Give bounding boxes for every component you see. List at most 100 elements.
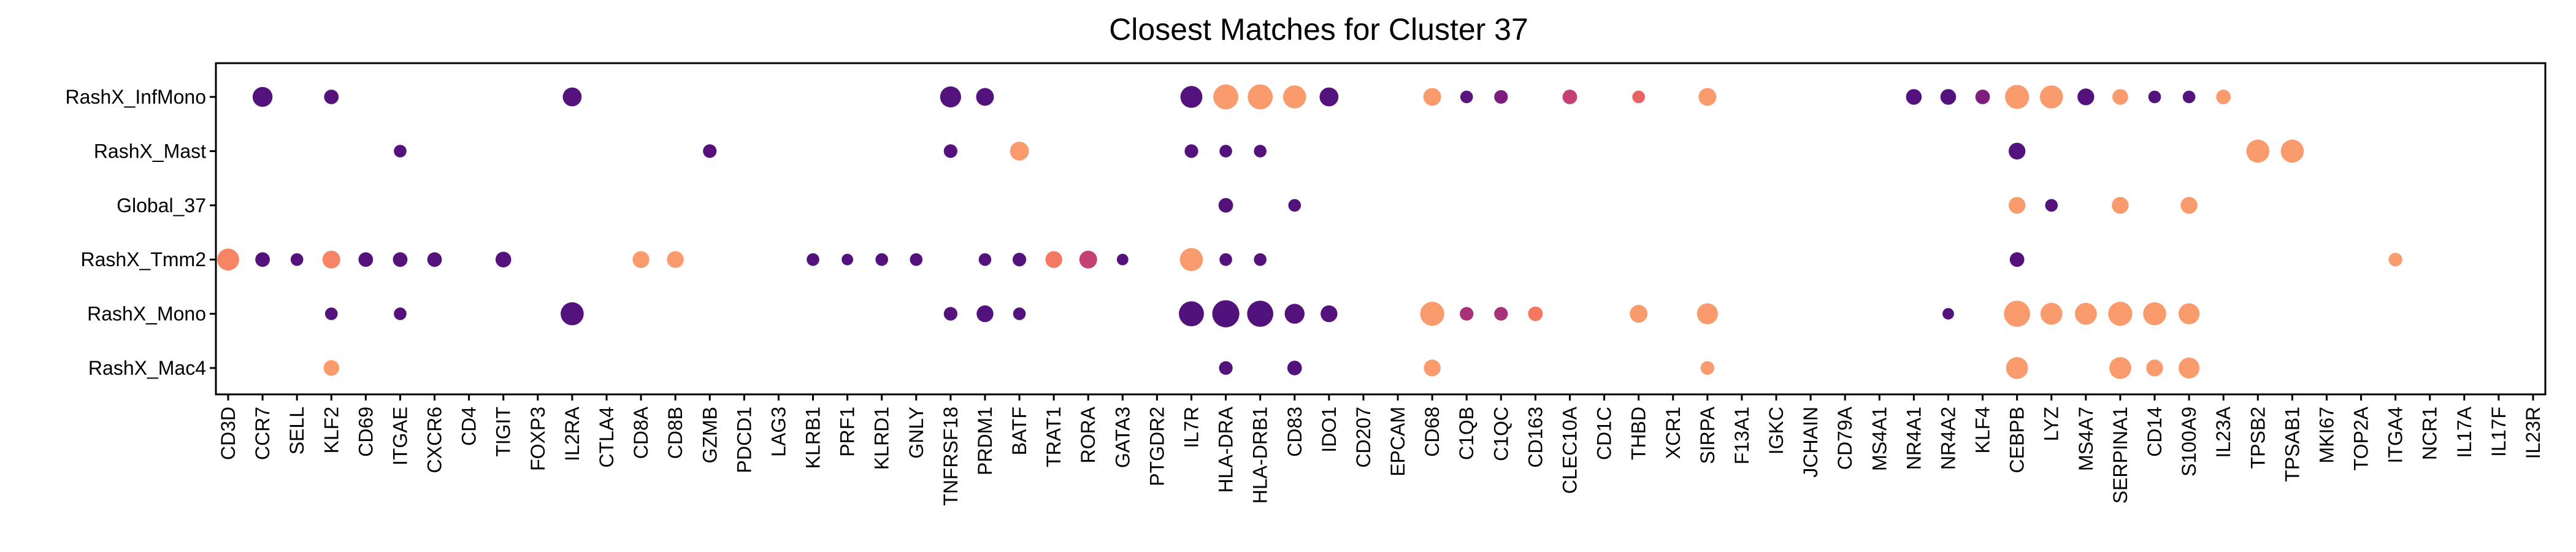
x-tick-label: THBD bbox=[1628, 407, 1650, 460]
x-tick-label: ITGAE bbox=[389, 407, 411, 466]
dot-point bbox=[358, 252, 374, 267]
y-axis: RashX_InfMono RashX_Mast Global_37 RashX_Tm… bbox=[66, 86, 216, 379]
dot-point bbox=[1940, 89, 1957, 105]
dot-point bbox=[324, 307, 338, 320]
dot-point bbox=[1284, 304, 1305, 324]
dot-point bbox=[1248, 84, 1273, 110]
dot-point bbox=[841, 253, 854, 266]
dot-point bbox=[2112, 89, 2128, 105]
dot-point bbox=[2006, 357, 2028, 379]
x-tick-label: CXCR6 bbox=[424, 407, 446, 473]
dot-point bbox=[1045, 251, 1062, 268]
dot-point bbox=[427, 252, 442, 267]
dot-point bbox=[1013, 307, 1026, 320]
dot-point bbox=[1012, 253, 1027, 267]
dot-point bbox=[976, 88, 994, 106]
dot-point bbox=[1282, 85, 1306, 109]
dot-point bbox=[875, 253, 889, 266]
dot-point bbox=[1179, 248, 1203, 272]
x-tick-label: LAG3 bbox=[767, 407, 789, 457]
x-tick-label: CEBPB bbox=[2006, 407, 2028, 473]
x-tick-label: TPSAB1 bbox=[2281, 407, 2303, 482]
dot-point bbox=[2040, 302, 2063, 325]
dot-point bbox=[1079, 250, 1097, 269]
x-tick-label: CCR7 bbox=[251, 407, 274, 460]
x-tick-label: TNFRSF18 bbox=[940, 407, 962, 506]
dot-point bbox=[1700, 361, 1714, 375]
x-tick-label: KLRB1 bbox=[802, 407, 824, 469]
x-tick-label: TPSB2 bbox=[2247, 407, 2269, 469]
dot-point bbox=[2004, 301, 2030, 327]
dot-point bbox=[1319, 87, 1339, 107]
y-tick-label: RashX_Mac4 bbox=[88, 357, 206, 379]
x-tick-label: RORA bbox=[1077, 406, 1099, 463]
plot-area-frame bbox=[215, 62, 2547, 396]
dot-point bbox=[1494, 307, 1508, 321]
dot-point bbox=[1906, 89, 1922, 105]
dot-point bbox=[978, 253, 992, 266]
dot-point bbox=[323, 360, 340, 376]
dot-point bbox=[2388, 253, 2402, 267]
dot-point bbox=[2008, 197, 2026, 214]
x-tick-label: TRAT1 bbox=[1043, 407, 1065, 467]
x-tick-label: XCR1 bbox=[1662, 407, 1684, 459]
dot-point bbox=[394, 307, 407, 320]
y-tick-label: RashX_InfMono bbox=[66, 86, 206, 108]
dot-point bbox=[1630, 305, 1648, 323]
x-tick-label: EPCAM bbox=[1387, 407, 1409, 477]
y-tick-label: RashX_Tmm2 bbox=[81, 248, 207, 270]
dot-point bbox=[1254, 253, 1267, 266]
dot-point bbox=[667, 251, 684, 268]
dot-point bbox=[2143, 302, 2166, 326]
dot-point bbox=[394, 145, 407, 158]
dot-point bbox=[2008, 142, 2026, 160]
dot-point bbox=[1213, 84, 1238, 110]
x-tick-label: IGKC bbox=[1765, 407, 1787, 454]
dot-point bbox=[2039, 85, 2063, 109]
x-tick-label: MS4A7 bbox=[2075, 407, 2097, 471]
dot-point bbox=[255, 252, 270, 267]
x-tick-label: MKI67 bbox=[2315, 407, 2337, 463]
dot-point bbox=[252, 86, 273, 107]
x-tick-label: PRDM1 bbox=[974, 407, 996, 475]
x-tick-label: CD69 bbox=[355, 407, 377, 457]
dot-point bbox=[2112, 197, 2129, 214]
x-tick-label: CD207 bbox=[1352, 407, 1374, 468]
dot-point bbox=[1288, 199, 1301, 212]
x-tick-label: F13A1 bbox=[1731, 407, 1753, 464]
x-tick-label: TIGIT bbox=[493, 407, 515, 457]
y-tick-label: RashX_Mast bbox=[94, 140, 206, 162]
x-tick-label: CD68 bbox=[1421, 407, 1443, 457]
dot-point bbox=[2045, 199, 2058, 212]
x-tick-label: HLA-DRA bbox=[1215, 406, 1237, 493]
dot-point bbox=[1287, 361, 1302, 375]
dot-point bbox=[1219, 145, 1232, 158]
dot-point bbox=[1254, 145, 1267, 158]
dot-point bbox=[1975, 90, 1990, 104]
dot-point bbox=[1494, 90, 1508, 104]
dot-point bbox=[1423, 88, 1441, 106]
chart-title: Closest Matches for Cluster 37 bbox=[1109, 12, 1528, 47]
dot-point bbox=[562, 87, 582, 107]
x-tick-label: PRF1 bbox=[837, 407, 859, 457]
x-tick-label: ITGA4 bbox=[2385, 407, 2407, 463]
x-tick-label: CD83 bbox=[1284, 407, 1306, 457]
x-tick-label: SIRPA bbox=[1696, 406, 1719, 464]
x-axis: CD3D CCR7 SELL KLF2 CD69 ITGAE CXCR6 CD4 TIGIT FO… bbox=[217, 394, 2544, 506]
x-tick-label: SERPINA1 bbox=[2109, 407, 2131, 504]
x-tick-label: LYZ bbox=[2041, 407, 2063, 441]
dot-point bbox=[703, 144, 717, 158]
dot-point bbox=[1420, 302, 1444, 326]
dot-point bbox=[943, 307, 957, 321]
x-tick-label: CD4 bbox=[458, 407, 480, 446]
dot-point bbox=[561, 302, 584, 326]
dot-point bbox=[2179, 357, 2200, 379]
dot-point bbox=[940, 86, 961, 108]
dot-point bbox=[976, 305, 994, 323]
dot-point bbox=[1219, 361, 1233, 375]
x-tick-label: IL2RA bbox=[561, 406, 583, 461]
x-tick-label: CD163 bbox=[1524, 407, 1546, 468]
dot-point bbox=[1184, 144, 1198, 158]
x-tick-label: TOP2A bbox=[2350, 406, 2372, 470]
